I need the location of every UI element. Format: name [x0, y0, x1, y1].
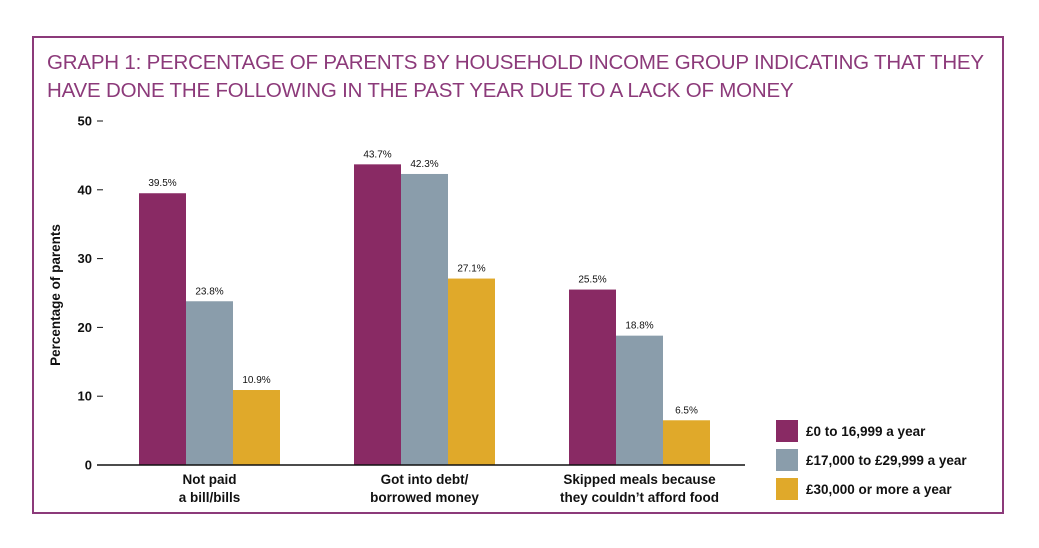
y-tick-label: 50 [78, 114, 92, 129]
category-label: they couldn’t afford food [560, 490, 719, 505]
bar [663, 420, 710, 465]
bar [139, 193, 186, 466]
y-tick-label: 0 [85, 458, 92, 473]
legend-swatch [776, 420, 798, 442]
bar [233, 390, 280, 465]
chart-title: GRAPH 1: PERCENTAGE OF PARENTS BY HOUSEH… [47, 51, 984, 102]
category-label: Not paid [183, 472, 237, 487]
y-tick-label: 20 [78, 320, 92, 335]
data-label: 18.8% [625, 321, 653, 332]
data-label: 6.5% [675, 405, 698, 416]
data-label: 43.7% [363, 149, 391, 160]
legend: £0 to 16,999 a year £17,000 to £29,999 a … [776, 419, 967, 506]
legend-label: £0 to 16,999 a year [806, 423, 926, 439]
legend-label: £17,000 to £29,999 a year [806, 452, 967, 468]
category-label: Got into debt/ [381, 472, 469, 487]
data-label: 27.1% [457, 264, 485, 275]
bar [616, 335, 663, 465]
data-label: 10.9% [242, 375, 270, 386]
legend-label: £30,000 or more a year [806, 481, 952, 497]
data-label: 23.8% [195, 286, 223, 297]
legend-item: £0 to 16,999 a year [776, 419, 967, 443]
category-label: Skipped meals because [563, 472, 716, 487]
bar [186, 301, 233, 465]
y-tick-label: 40 [78, 182, 92, 197]
bar [354, 164, 401, 465]
legend-swatch [776, 449, 798, 471]
data-label: 39.5% [148, 178, 176, 189]
bar [569, 289, 616, 465]
y-axis-label: Percentage of parents [48, 224, 63, 366]
bar [448, 278, 495, 465]
legend-swatch [776, 478, 798, 500]
chart-frame [32, 36, 1004, 514]
data-label: 42.3% [410, 159, 438, 170]
legend-item: £30,000 or more a year [776, 477, 967, 501]
y-tick-label: 30 [78, 251, 92, 266]
bar [401, 173, 448, 465]
y-tick-label: 10 [78, 389, 92, 404]
category-label: borrowed money [370, 490, 479, 505]
legend-item: £17,000 to £29,999 a year [776, 448, 967, 472]
data-label: 25.5% [578, 275, 606, 286]
category-label: a bill/bills [179, 490, 241, 505]
